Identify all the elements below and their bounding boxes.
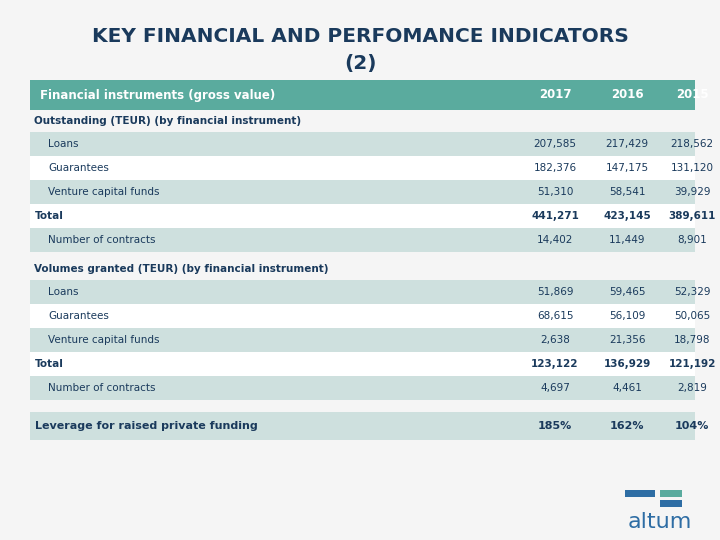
Text: Loans: Loans (48, 139, 78, 149)
Text: 104%: 104% (675, 421, 709, 431)
Text: 2,638: 2,638 (540, 335, 570, 345)
Text: 51,310: 51,310 (537, 187, 573, 197)
Text: 21,356: 21,356 (608, 335, 645, 345)
Text: 8,901: 8,901 (677, 235, 707, 245)
Bar (30, 280, 695, 304)
Text: 39,929: 39,929 (674, 187, 710, 197)
Text: Total: Total (35, 211, 64, 221)
Text: 11,449: 11,449 (608, 235, 645, 245)
Text: 131,120: 131,120 (670, 163, 714, 173)
Bar (30, 80, 695, 110)
Text: 58,541: 58,541 (608, 187, 645, 197)
Text: 51,869: 51,869 (536, 287, 573, 297)
Bar (30, 228, 695, 252)
Bar (30, 352, 695, 376)
Text: Loans: Loans (48, 287, 78, 297)
Text: 441,271: 441,271 (531, 211, 579, 221)
Text: 68,615: 68,615 (536, 311, 573, 321)
Text: 2,819: 2,819 (677, 383, 707, 393)
Text: 185%: 185% (538, 421, 572, 431)
Text: 14,402: 14,402 (537, 235, 573, 245)
Text: (2): (2) (343, 55, 377, 73)
Text: 56,109: 56,109 (609, 311, 645, 321)
Bar (30, 328, 695, 352)
Bar (30, 204, 695, 228)
Text: 59,465: 59,465 (608, 287, 645, 297)
Bar (660, 500, 682, 507)
Text: 218,562: 218,562 (670, 139, 714, 149)
Text: KEY FINANCIAL AND PERFOMANCE INDICATORS: KEY FINANCIAL AND PERFOMANCE INDICATORS (91, 26, 629, 45)
Bar (30, 132, 695, 156)
Text: 2015: 2015 (675, 89, 708, 102)
Bar (30, 180, 695, 204)
Text: 423,145: 423,145 (603, 211, 651, 221)
Text: 2017: 2017 (539, 89, 571, 102)
Text: 121,192: 121,192 (668, 359, 716, 369)
Bar (30, 156, 695, 180)
Text: Financial instruments (gross value): Financial instruments (gross value) (40, 89, 275, 102)
Text: Volumes granted (TEUR) (by financial instrument): Volumes granted (TEUR) (by financial ins… (34, 264, 328, 274)
Text: 182,376: 182,376 (534, 163, 577, 173)
Text: Total: Total (35, 359, 64, 369)
Text: Guarantees: Guarantees (48, 311, 109, 321)
Text: 136,929: 136,929 (603, 359, 651, 369)
Bar (30, 304, 695, 328)
Text: Outstanding (TEUR) (by financial instrument): Outstanding (TEUR) (by financial instrum… (34, 116, 301, 126)
Text: 147,175: 147,175 (606, 163, 649, 173)
Bar (30, 376, 695, 400)
Text: 4,697: 4,697 (540, 383, 570, 393)
Text: Venture capital funds: Venture capital funds (48, 187, 160, 197)
Text: 389,611: 389,611 (668, 211, 716, 221)
Text: Venture capital funds: Venture capital funds (48, 335, 160, 345)
Text: 50,065: 50,065 (674, 311, 710, 321)
Text: 207,585: 207,585 (534, 139, 577, 149)
Text: 217,429: 217,429 (606, 139, 649, 149)
Text: 4,461: 4,461 (612, 383, 642, 393)
Text: 18,798: 18,798 (674, 335, 710, 345)
Text: 2016: 2016 (611, 89, 643, 102)
Text: Number of contracts: Number of contracts (48, 383, 156, 393)
Text: Leverage for raised private funding: Leverage for raised private funding (35, 421, 258, 431)
Text: 162%: 162% (610, 421, 644, 431)
Text: 123,122: 123,122 (531, 359, 579, 369)
Text: altum: altum (628, 512, 692, 532)
Text: 52,329: 52,329 (674, 287, 710, 297)
Bar (625, 490, 655, 497)
Bar (30, 412, 695, 440)
Bar (660, 490, 682, 497)
Text: Guarantees: Guarantees (48, 163, 109, 173)
Text: Number of contracts: Number of contracts (48, 235, 156, 245)
